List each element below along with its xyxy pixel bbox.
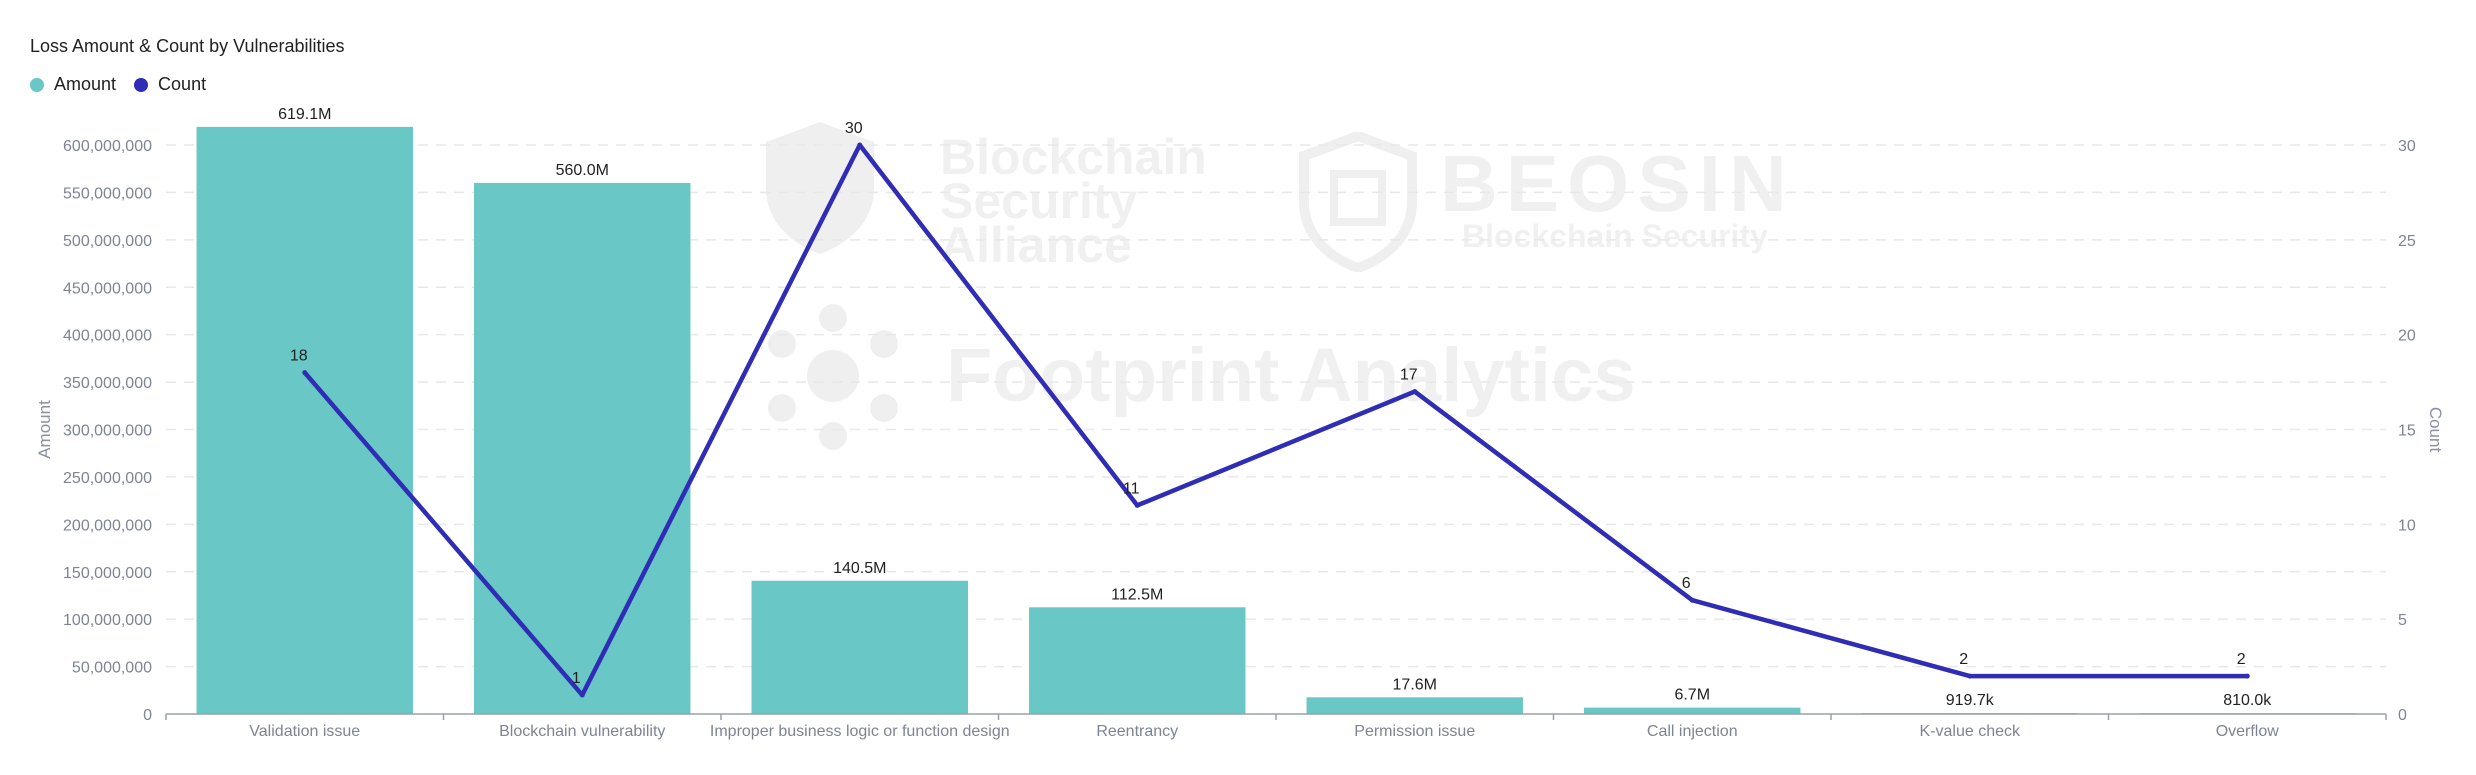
y2-tick-label: 5 — [2398, 612, 2407, 629]
x-tick-label: K-value check — [1920, 723, 2021, 740]
legend-item-count[interactable]: Count — [134, 74, 206, 95]
y-tick-label: 100,000,000 — [63, 612, 152, 629]
y-tick-label: 500,000,000 — [63, 233, 152, 250]
bar-value-label: 17.6M — [1393, 676, 1437, 693]
y-tick-label: 300,000,000 — [63, 423, 152, 440]
line-value-label: 17 — [1400, 367, 1418, 384]
line-value-label: 2 — [1959, 651, 1968, 668]
bar-amount — [1306, 697, 1523, 714]
chart-title: Loss Amount & Count by Vulnerabilities — [30, 36, 345, 56]
shield-logo-icon — [766, 122, 874, 254]
bar-amount — [1029, 607, 1246, 714]
y2-tick-label: 25 — [2398, 233, 2416, 250]
line-value-label: 2 — [2237, 651, 2246, 668]
y-axis-title: Amount — [35, 400, 54, 459]
x-tick-label: Overflow — [2216, 723, 2280, 740]
y2-axis-title: Count — [2426, 407, 2445, 453]
y-tick-label: 250,000,000 — [63, 470, 152, 487]
y2-tick-label: 10 — [2398, 517, 2416, 534]
line-count-series — [303, 142, 2248, 698]
x-tick-label: Permission issue — [1354, 723, 1475, 740]
bar-value-label: 619.1M — [278, 106, 331, 123]
line-value-label: 18 — [290, 348, 308, 365]
y-tick-label: 550,000,000 — [63, 185, 152, 202]
bar-value-label: 112.5M — [1111, 586, 1163, 603]
line-point-count — [2244, 673, 2250, 679]
y-tick-label: 350,000,000 — [63, 375, 152, 392]
bar-amount — [751, 580, 968, 714]
line-value-label: 30 — [845, 120, 863, 137]
y-tick-label: 150,000,000 — [63, 565, 152, 582]
line-value-label: 1 — [572, 670, 581, 687]
line-point-count — [1967, 673, 1973, 679]
y2-tick-label: 0 — [2398, 707, 2407, 724]
line-point-count — [857, 142, 863, 148]
y-tick-label: 0 — [143, 707, 152, 724]
bar-amount — [474, 182, 691, 714]
line-point-count — [1134, 502, 1140, 508]
bar-value-label: 6.7M — [1674, 687, 1710, 704]
bar-value-label: 810.0k — [2223, 692, 2272, 709]
x-tick-label: Reentrancy — [1096, 723, 1178, 740]
x-tick-label: Improper business logic or function desi… — [710, 723, 1010, 740]
x-tick-label: Validation issue — [249, 723, 360, 740]
bar-value-label: 140.5M — [833, 560, 886, 577]
legend-swatch-amount — [30, 77, 44, 92]
bar-amount — [1584, 707, 1801, 714]
x-tick-label: Call injection — [1647, 723, 1738, 740]
legend-item-amount[interactable]: Amount — [30, 74, 116, 95]
chart-legend: Amount Count — [30, 74, 206, 95]
y2-tick-label: 30 — [2398, 138, 2416, 155]
line-point-count — [302, 370, 308, 376]
line-value-label: 11 — [1123, 480, 1140, 497]
line-point-count — [579, 692, 585, 698]
footprint-logo-icon — [768, 304, 898, 450]
x-tick-label: Blockchain vulnerability — [499, 723, 665, 740]
y-tick-label: 400,000,000 — [63, 328, 152, 345]
bar-value-label: 919.7k — [1946, 692, 1995, 709]
line-point-count — [1689, 597, 1695, 603]
y2-tick-label: 20 — [2398, 328, 2416, 345]
y2-tick-label: 15 — [2398, 423, 2416, 440]
legend-label-count: Count — [158, 74, 207, 94]
y-tick-label: 50,000,000 — [72, 660, 152, 677]
legend-label-amount: Amount — [54, 74, 117, 94]
bar-amount — [196, 126, 413, 714]
line-point-count — [1412, 389, 1418, 395]
beosin-logo-icon — [1299, 132, 1417, 272]
y-tick-label: 200,000,000 — [63, 517, 152, 534]
y-tick-label: 600,000,000 — [63, 138, 152, 155]
bar-value-label: 560.0M — [556, 162, 609, 179]
legend-swatch-count — [134, 77, 149, 92]
line-value-label: 6 — [1682, 575, 1691, 592]
y-tick-label: 450,000,000 — [63, 280, 152, 297]
